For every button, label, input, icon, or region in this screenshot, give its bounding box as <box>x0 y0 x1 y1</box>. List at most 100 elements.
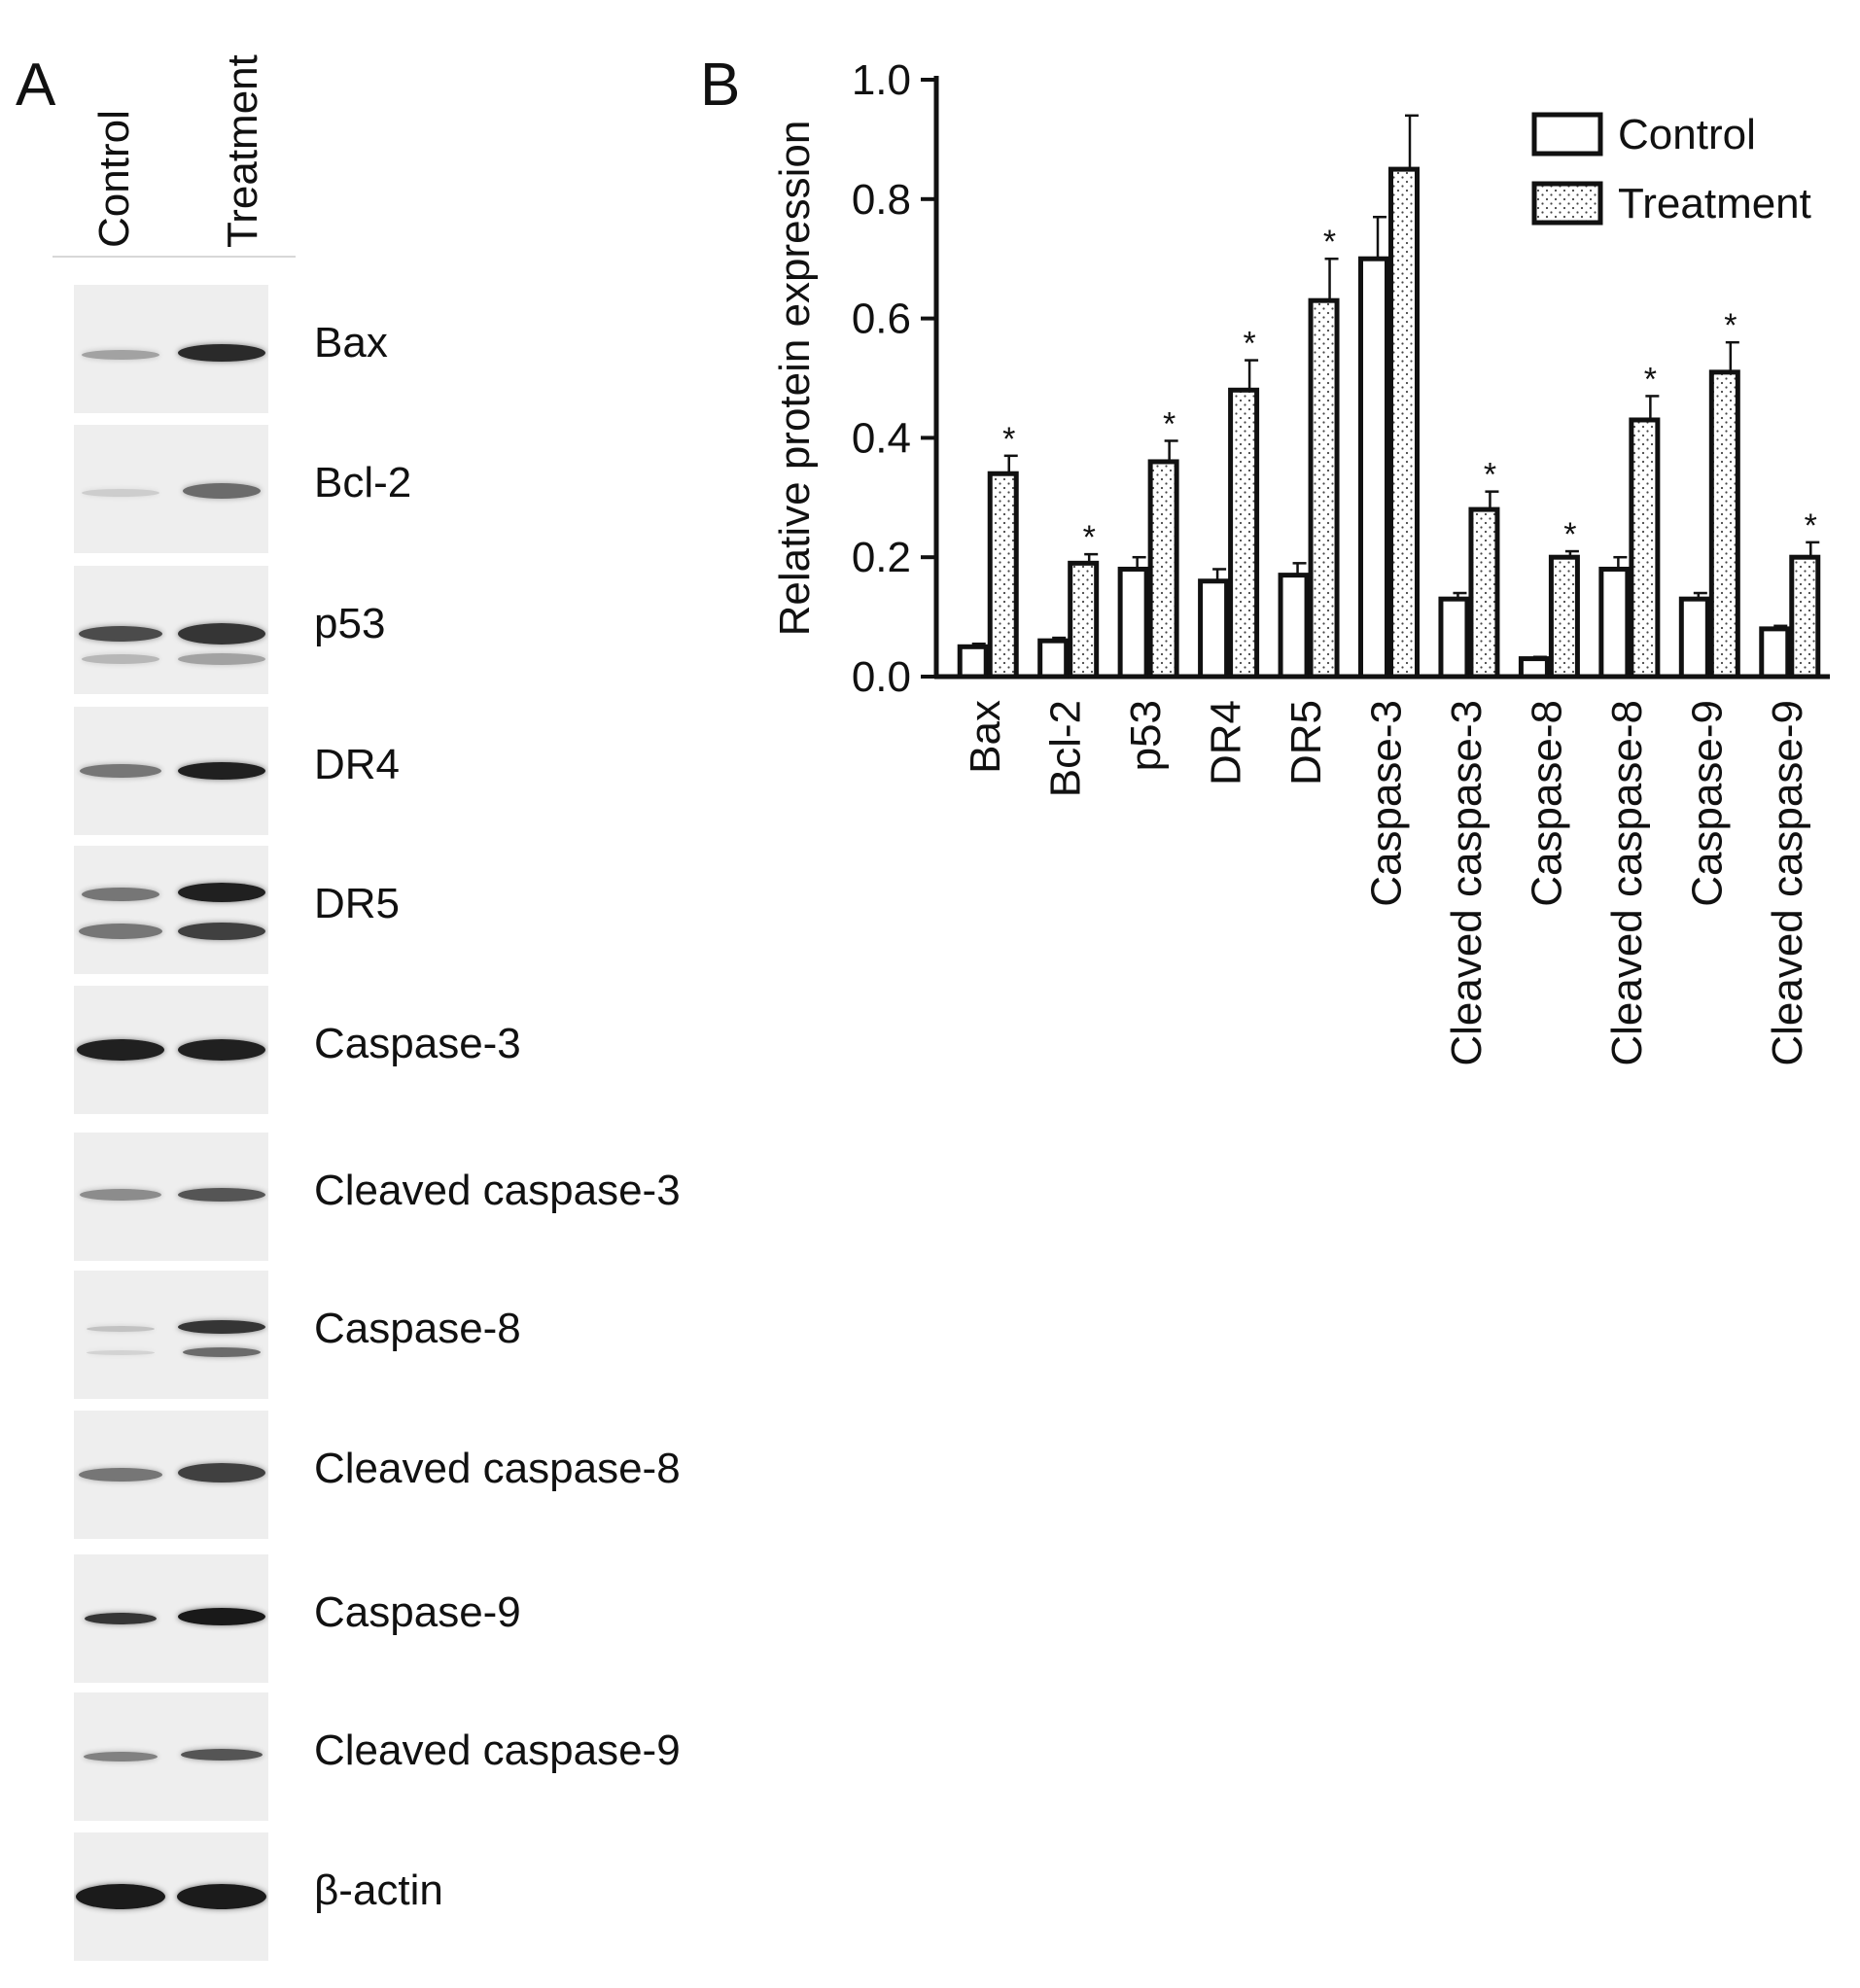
significance-marker: * <box>1083 519 1096 556</box>
control-bar <box>1278 573 1310 680</box>
y-tick-label: 1.0 <box>852 56 911 104</box>
blot-row-label: p53 <box>314 600 386 647</box>
blot-band <box>178 1320 265 1334</box>
significance-marker: * <box>1163 405 1176 442</box>
blot-row-label: Caspase-3 <box>314 1020 521 1067</box>
treatment-bar <box>1147 459 1179 680</box>
blot-row-label: Cleaved caspase-9 <box>314 1726 681 1774</box>
control-bar <box>957 644 989 680</box>
blot-band <box>178 883 265 902</box>
significance-marker: * <box>1484 457 1496 494</box>
significance-marker: * <box>1323 224 1336 261</box>
blot-band <box>178 653 265 665</box>
blot-row-label: Cleaved caspase-8 <box>314 1445 681 1492</box>
blot-band <box>76 1884 165 1909</box>
significance-marker: * <box>1724 307 1737 344</box>
blot-row-label: Bcl-2 <box>314 459 412 506</box>
blot-band <box>178 1188 265 1202</box>
significance-marker: * <box>1805 507 1817 544</box>
blot-row-label: DR5 <box>314 880 401 927</box>
x-tick-label: Cleaved caspase-9 <box>1764 700 1811 1066</box>
blot-strip <box>74 425 268 553</box>
blot-strip <box>74 1411 268 1539</box>
significance-marker: * <box>1243 326 1255 363</box>
treatment-bar <box>987 471 1019 680</box>
blot-band <box>178 344 265 362</box>
blot-strip <box>74 846 268 974</box>
x-tick-label: p53 <box>1122 700 1170 771</box>
blot-strip <box>74 707 268 835</box>
control-bar <box>1518 656 1550 680</box>
control-bar <box>1678 596 1710 680</box>
blot-band <box>178 923 265 940</box>
blot-band <box>85 1613 157 1624</box>
x-tick-label: Cleaved caspase-3 <box>1443 700 1491 1066</box>
blot-band <box>79 1468 162 1482</box>
blot-band <box>80 1189 161 1201</box>
control-bar <box>1598 566 1631 680</box>
blot-row-label: Caspase-8 <box>314 1305 521 1352</box>
blot-strip <box>74 1832 268 1961</box>
treatment-bar <box>1468 506 1500 680</box>
blot-band <box>82 654 159 664</box>
panel-b-label: B <box>700 52 741 119</box>
blot-band <box>80 764 161 778</box>
blot-strip <box>74 1554 268 1683</box>
blot-band <box>178 623 265 645</box>
control-bar <box>1759 626 1791 680</box>
x-tick-label: DR4 <box>1203 700 1250 785</box>
legend-label-control: Control <box>1618 111 1756 158</box>
x-tick-label: Cleaved caspase-8 <box>1603 700 1651 1066</box>
y-tick-label: 0.0 <box>852 653 911 701</box>
treatment-bar <box>1228 387 1260 680</box>
significance-marker: * <box>1002 421 1015 458</box>
blot-band <box>82 489 159 497</box>
panel-a-label: A <box>16 52 56 119</box>
blot-band <box>84 1752 158 1761</box>
blot-row-label: Cleaved caspase-3 <box>314 1167 681 1214</box>
blot-strip <box>74 1271 268 1399</box>
lane-divider <box>53 256 296 258</box>
legend-swatch-control <box>1531 112 1603 157</box>
blot-row-label: Caspase-9 <box>314 1588 521 1636</box>
blot-strip <box>74 1133 268 1261</box>
treatment-bar <box>1068 560 1100 680</box>
control-bar <box>1358 256 1389 680</box>
treatment-bar <box>1629 417 1661 680</box>
x-tick-label: Caspase-9 <box>1683 700 1731 907</box>
treatment-bar <box>1548 554 1580 680</box>
y-axis-label: Relative protein expression <box>771 121 819 637</box>
blot-band <box>79 626 162 642</box>
y-tick-label: 0.2 <box>852 534 911 581</box>
y-tick-label: 0.6 <box>852 296 911 343</box>
treatment-bar <box>1308 297 1340 680</box>
blot-band <box>181 1749 263 1761</box>
blot-band <box>87 1349 155 1355</box>
blot-band <box>178 1608 265 1625</box>
blot-strip <box>74 285 268 413</box>
control-bar <box>1438 596 1470 680</box>
blot-strip <box>74 986 268 1114</box>
treatment-bar <box>1708 369 1740 680</box>
blot-row-label: Bax <box>314 319 388 366</box>
blot-band <box>178 1039 265 1061</box>
blot-band <box>79 924 162 939</box>
x-tick-label: Caspase-8 <box>1523 700 1570 907</box>
blot-band <box>177 1884 266 1909</box>
blot-band <box>178 762 265 780</box>
control-bar <box>1198 578 1230 680</box>
x-tick-label: Caspase-3 <box>1363 700 1411 907</box>
blot-band <box>77 1039 164 1061</box>
blot-band <box>82 888 159 901</box>
legend-swatch-treatment <box>1531 181 1603 226</box>
control-bar <box>1117 566 1149 680</box>
blot-band <box>183 483 261 499</box>
y-tick-label: 0.4 <box>852 414 911 462</box>
blot-row-label: β-actin <box>314 1866 443 1914</box>
control-bar <box>1037 638 1070 680</box>
significance-marker: * <box>1644 361 1657 398</box>
blot-band <box>87 1326 155 1332</box>
blot-band <box>82 350 159 360</box>
blot-strip <box>74 1692 268 1821</box>
